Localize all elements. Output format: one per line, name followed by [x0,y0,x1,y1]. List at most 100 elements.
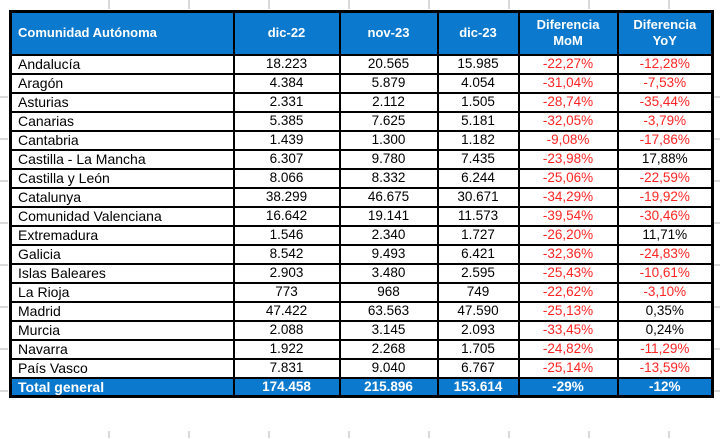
table-cell[interactable]: -9,08% [517,129,619,151]
table-cell[interactable]: 3.480 [338,262,439,284]
table-cell[interactable]: -25,43% [517,262,619,284]
table-cell[interactable]: 8.066 [232,167,341,189]
table-cell[interactable]: 47.422 [232,300,341,322]
table-cell[interactable]: -35,44% [616,91,714,113]
table-cell[interactable]: 4.384 [232,72,341,94]
table-cell[interactable]: 46.675 [338,186,439,208]
table-cell[interactable]: -28,74% [517,91,619,113]
table-cell[interactable]: 2.088 [232,319,341,341]
table-cell[interactable]: -19,92% [616,186,714,208]
table-cell[interactable]: 8.332 [338,167,439,189]
table-cell[interactable]: 20.565 [338,53,439,75]
table-cell[interactable]: -25,14% [517,357,619,379]
table-cell[interactable]: -11,29% [616,338,714,360]
column-header-comunidad-autonoma[interactable]: Comunidad Autónoma [9,10,235,56]
column-header-dic-22[interactable]: dic-22 [232,10,341,56]
row-label-cell[interactable]: Andalucía [9,53,235,75]
table-cell[interactable]: -17,86% [616,129,714,151]
table-cell[interactable]: 17,88% [616,148,714,170]
table-cell[interactable]: 19.141 [338,205,439,227]
row-label-cell[interactable]: Castilla y León [9,167,235,189]
table-cell[interactable]: -7,53% [616,72,714,94]
table-cell[interactable]: 11,71% [616,224,714,246]
row-label-cell[interactable]: Asturias [9,91,235,113]
table-cell[interactable]: 47.590 [436,300,520,322]
table-cell[interactable]: 1.546 [232,224,341,246]
table-cell[interactable]: -26,20% [517,224,619,246]
table-cell[interactable]: 968 [338,281,439,303]
table-cell[interactable]: -22,59% [616,167,714,189]
table-cell[interactable]: 5.385 [232,110,341,132]
table-cell[interactable]: 174.458 [232,376,341,398]
table-cell[interactable]: 11.573 [436,205,520,227]
table-cell[interactable]: 2.903 [232,262,341,284]
table-cell[interactable]: 215.896 [338,376,439,398]
table-cell[interactable]: 2.112 [338,91,439,113]
table-cell[interactable]: 38.299 [232,186,341,208]
table-cell[interactable]: -33,45% [517,319,619,341]
table-cell[interactable]: 749 [436,281,520,303]
table-cell[interactable]: 15.985 [436,53,520,75]
table-cell[interactable]: 1.705 [436,338,520,360]
table-cell[interactable]: 2.331 [232,91,341,113]
table-cell[interactable]: -24,83% [616,243,714,265]
table-cell[interactable]: 1.439 [232,129,341,151]
table-cell[interactable]: -39,54% [517,205,619,227]
table-cell[interactable]: -29% [517,376,619,398]
table-cell[interactable]: 3.145 [338,319,439,341]
table-cell[interactable]: 6.307 [232,148,341,170]
column-header-diferencia-yoy[interactable]: Diferencia YoY [616,10,714,56]
row-label-cell[interactable]: Islas Baleares [9,262,235,284]
table-cell[interactable]: -3,79% [616,110,714,132]
row-label-cell[interactable]: Canarias [9,110,235,132]
table-cell[interactable]: 1.922 [232,338,341,360]
table-cell[interactable]: -13,59% [616,357,714,379]
row-label-cell[interactable]: Total general [9,376,235,398]
row-label-cell[interactable]: Extremadura [9,224,235,246]
table-cell[interactable]: 1.727 [436,224,520,246]
table-cell[interactable]: 1.300 [338,129,439,151]
row-label-cell[interactable]: Cantabria [9,129,235,151]
row-label-cell[interactable]: Navarra [9,338,235,360]
table-cell[interactable]: 18.223 [232,53,341,75]
table-cell[interactable]: -12% [616,376,714,398]
table-cell[interactable]: -31,04% [517,72,619,94]
row-label-cell[interactable]: Catalunya [9,186,235,208]
table-cell[interactable]: 2.595 [436,262,520,284]
table-cell[interactable]: 153.614 [436,376,520,398]
table-cell[interactable]: -25,13% [517,300,619,322]
row-label-cell[interactable]: Murcia [9,319,235,341]
table-cell[interactable]: -32,05% [517,110,619,132]
table-cell[interactable]: 9.040 [338,357,439,379]
table-cell[interactable]: 6.421 [436,243,520,265]
table-cell[interactable]: 2.268 [338,338,439,360]
table-cell[interactable]: 6.767 [436,357,520,379]
column-header-dic-23[interactable]: dic-23 [436,10,520,56]
row-label-cell[interactable]: Galicia [9,243,235,265]
table-cell[interactable]: 9.493 [338,243,439,265]
table-cell[interactable]: 9.780 [338,148,439,170]
table-cell[interactable]: 0,35% [616,300,714,322]
table-cell[interactable]: -10,61% [616,262,714,284]
table-cell[interactable]: 7.435 [436,148,520,170]
table-cell[interactable]: 8.542 [232,243,341,265]
column-header-nov-23[interactable]: nov-23 [338,10,439,56]
table-cell[interactable]: -23,98% [517,148,619,170]
table-cell[interactable]: 0,24% [616,319,714,341]
table-cell[interactable]: 773 [232,281,341,303]
row-label-cell[interactable]: Castilla - La Mancha [9,148,235,170]
row-label-cell[interactable]: Aragón [9,72,235,94]
table-cell[interactable]: -22,27% [517,53,619,75]
table-cell[interactable]: -12,28% [616,53,714,75]
table-cell[interactable]: -32,36% [517,243,619,265]
column-header-diferencia-mom[interactable]: Diferencia MoM [517,10,619,56]
table-cell[interactable]: -25,06% [517,167,619,189]
table-cell[interactable]: 16.642 [232,205,341,227]
table-cell[interactable]: -30,46% [616,205,714,227]
table-cell[interactable]: -3,10% [616,281,714,303]
table-cell[interactable]: -24,82% [517,338,619,360]
table-cell[interactable]: 5.879 [338,72,439,94]
row-label-cell[interactable]: Madrid [9,300,235,322]
table-cell[interactable]: -22,62% [517,281,619,303]
table-cell[interactable]: 1.182 [436,129,520,151]
